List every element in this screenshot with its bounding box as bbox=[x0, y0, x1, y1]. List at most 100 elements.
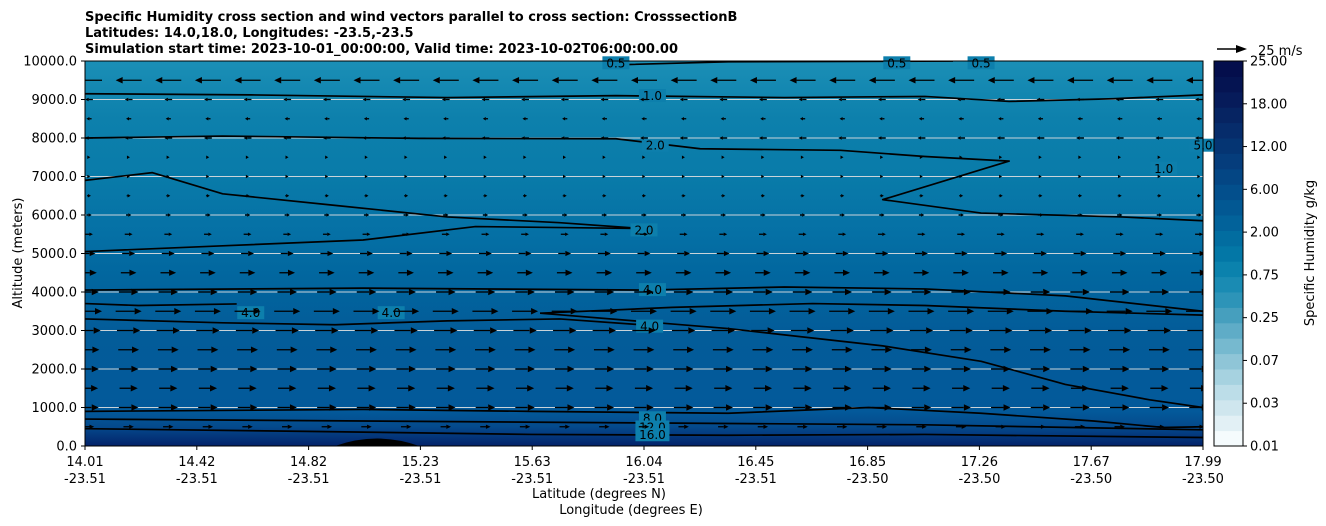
wind-vector-head bbox=[647, 346, 655, 353]
wind-vector-head bbox=[682, 193, 686, 198]
wind-vector bbox=[85, 97, 93, 102]
wind-vector-head bbox=[1082, 404, 1090, 411]
terrain-layer bbox=[335, 438, 420, 446]
wind-vector bbox=[555, 385, 574, 392]
wind-vector bbox=[1077, 213, 1083, 217]
wind-vector-head bbox=[724, 269, 732, 276]
wind-vector-head bbox=[798, 136, 803, 140]
wind-vector bbox=[482, 116, 489, 121]
wind-vector bbox=[999, 155, 1003, 160]
quiver-key-arrow-head bbox=[1236, 45, 1247, 53]
wind-vector-head bbox=[1084, 327, 1092, 334]
colorbar-tick-label: 0.01 bbox=[1250, 440, 1279, 455]
wind-vector bbox=[551, 77, 578, 84]
wind-vector-head bbox=[1040, 232, 1045, 237]
wind-vector-head bbox=[996, 97, 1001, 102]
wind-vector bbox=[554, 346, 576, 353]
wind-vector bbox=[919, 174, 923, 179]
wind-vector-head bbox=[1038, 155, 1042, 160]
wind-vector-head bbox=[1000, 213, 1004, 217]
wind-vector-head bbox=[87, 174, 91, 179]
wind-vector bbox=[832, 288, 852, 296]
wind-vector bbox=[205, 193, 210, 198]
wind-vector bbox=[761, 155, 765, 160]
wind-vector bbox=[85, 424, 95, 429]
wind-vector-head bbox=[250, 404, 258, 411]
wind-vector-head bbox=[603, 213, 607, 217]
wind-vector bbox=[998, 213, 1004, 217]
wind-vector-head bbox=[926, 327, 934, 334]
wind-vector-head bbox=[686, 288, 694, 296]
wind-vector bbox=[830, 327, 854, 334]
wind-vector-head bbox=[132, 346, 140, 353]
wind-vector bbox=[1156, 116, 1162, 121]
wind-vector bbox=[1028, 327, 1053, 334]
wind-vector bbox=[1037, 116, 1044, 121]
contour-label-background bbox=[602, 56, 630, 70]
wind-vector-head bbox=[166, 174, 170, 179]
wind-vector-head bbox=[89, 232, 93, 237]
wind-vector bbox=[165, 213, 171, 217]
wind-vector-head bbox=[488, 404, 496, 411]
wind-vector-head bbox=[805, 288, 813, 296]
wind-vector bbox=[634, 385, 654, 392]
wind-vector-head bbox=[289, 385, 297, 392]
wind-vector-head bbox=[640, 97, 644, 102]
wind-vector-head bbox=[723, 232, 728, 237]
wind-vector bbox=[400, 424, 412, 429]
wind-vector-head bbox=[410, 327, 418, 334]
wind-vector bbox=[402, 136, 411, 140]
wind-vector bbox=[278, 385, 297, 392]
x-axis-label-latitude: Latitude (degrees N) bbox=[532, 487, 666, 502]
wind-vector-head bbox=[124, 97, 129, 102]
wind-vector-head bbox=[1197, 193, 1201, 198]
wind-vector bbox=[275, 327, 299, 334]
wind-vector-head bbox=[644, 269, 652, 276]
wind-vector bbox=[715, 269, 732, 276]
wind-vector bbox=[313, 308, 340, 315]
wind-vector bbox=[1117, 213, 1123, 217]
wind-vector-head bbox=[406, 250, 413, 257]
wind-vector bbox=[875, 250, 889, 257]
wind-vector bbox=[592, 327, 617, 334]
wind-vector bbox=[594, 404, 615, 411]
wind-vector-head bbox=[765, 365, 773, 373]
wind-vector bbox=[670, 77, 697, 84]
wind-vector-head bbox=[234, 77, 242, 84]
wind-vector-head bbox=[1158, 213, 1162, 217]
contour-label: 1.0 bbox=[1154, 162, 1173, 176]
chart-title-line-3: Simulation start time: 2023-10-01_00:00:… bbox=[85, 42, 678, 57]
wind-vector-head bbox=[1036, 136, 1041, 140]
wind-vector bbox=[829, 308, 856, 315]
wind-vector-head bbox=[610, 308, 618, 315]
wind-vector bbox=[317, 385, 336, 392]
wind-vector-head bbox=[681, 155, 685, 160]
wind-vector bbox=[237, 365, 258, 373]
wind-vector bbox=[563, 174, 567, 179]
wind-vector-head bbox=[250, 365, 258, 373]
wind-vector-head bbox=[841, 193, 845, 198]
wind-vector-head bbox=[1002, 385, 1010, 392]
wind-vector bbox=[1150, 385, 1169, 392]
wind-vector-head bbox=[1041, 269, 1049, 276]
wind-vector-head bbox=[289, 404, 297, 411]
wind-vector bbox=[753, 404, 773, 411]
wind-vector bbox=[760, 213, 766, 217]
wind-vector bbox=[919, 193, 924, 198]
wind-vector bbox=[949, 327, 973, 334]
wind-vector bbox=[713, 404, 734, 411]
wind-vector-head bbox=[521, 97, 525, 102]
wind-vector-head bbox=[641, 116, 645, 121]
wind-vector-head bbox=[789, 77, 797, 84]
wind-vector bbox=[157, 346, 179, 353]
wind-vector bbox=[950, 346, 972, 353]
wind-vector bbox=[1149, 288, 1170, 296]
wind-vector-head bbox=[959, 155, 963, 160]
wind-vector-head bbox=[1120, 232, 1124, 237]
wind-vector-head bbox=[767, 327, 775, 334]
wind-vector-head bbox=[959, 174, 963, 179]
wind-vector bbox=[829, 77, 856, 84]
wind-vector-head bbox=[1186, 77, 1193, 84]
wind-vector-head bbox=[650, 308, 657, 315]
